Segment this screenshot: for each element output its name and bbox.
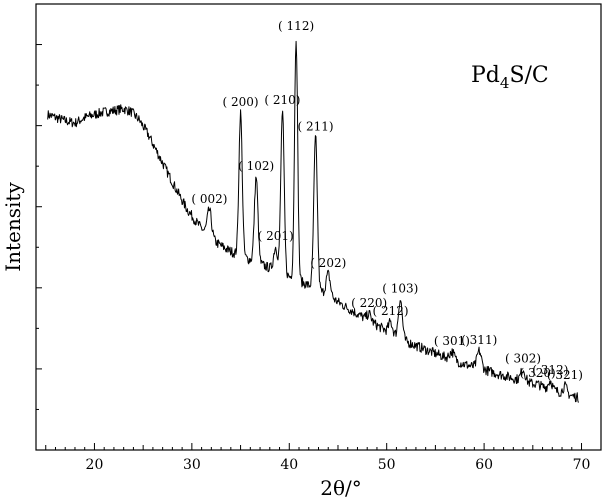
x-tick-label: 30 (183, 457, 201, 473)
peak-label: ( 103) (382, 281, 418, 295)
x-tick-label: 50 (378, 457, 396, 473)
sample-label: Pd4S/C (471, 63, 549, 92)
y-axis-ticks (36, 45, 42, 410)
sample-label-subscript: 4 (500, 74, 510, 92)
peak-label: ( 002) (191, 192, 227, 206)
peak-label: ( 102) (238, 159, 274, 173)
peak-label: ( 311) (461, 333, 497, 347)
sample-label-base: Pd (471, 63, 500, 88)
peak-label: ( 201) (258, 229, 294, 243)
sample-label-rest: S/C (509, 63, 548, 88)
y-axis-label: Intensity (1, 182, 25, 272)
x-tick-label: 40 (280, 457, 298, 473)
x-tick-label: 60 (475, 457, 493, 473)
x-axis-label: 2θ/° (320, 476, 362, 500)
peak-label: ( 200) (223, 95, 259, 109)
x-tick-label: 20 (86, 457, 104, 473)
peak-label: ( 210) (264, 93, 300, 107)
peak-label: ( 112) (278, 19, 314, 33)
x-tick-label: 70 (573, 457, 591, 473)
xrd-pattern-line (48, 41, 579, 402)
x-axis-ticks: 20 30 40 50 60 70 (46, 443, 591, 473)
peak-label: ( 211) (298, 119, 334, 133)
peak-label: ( 212) (373, 304, 409, 318)
peak-label: ( 202) (310, 256, 346, 270)
peak-label: ( 321) (547, 368, 583, 382)
